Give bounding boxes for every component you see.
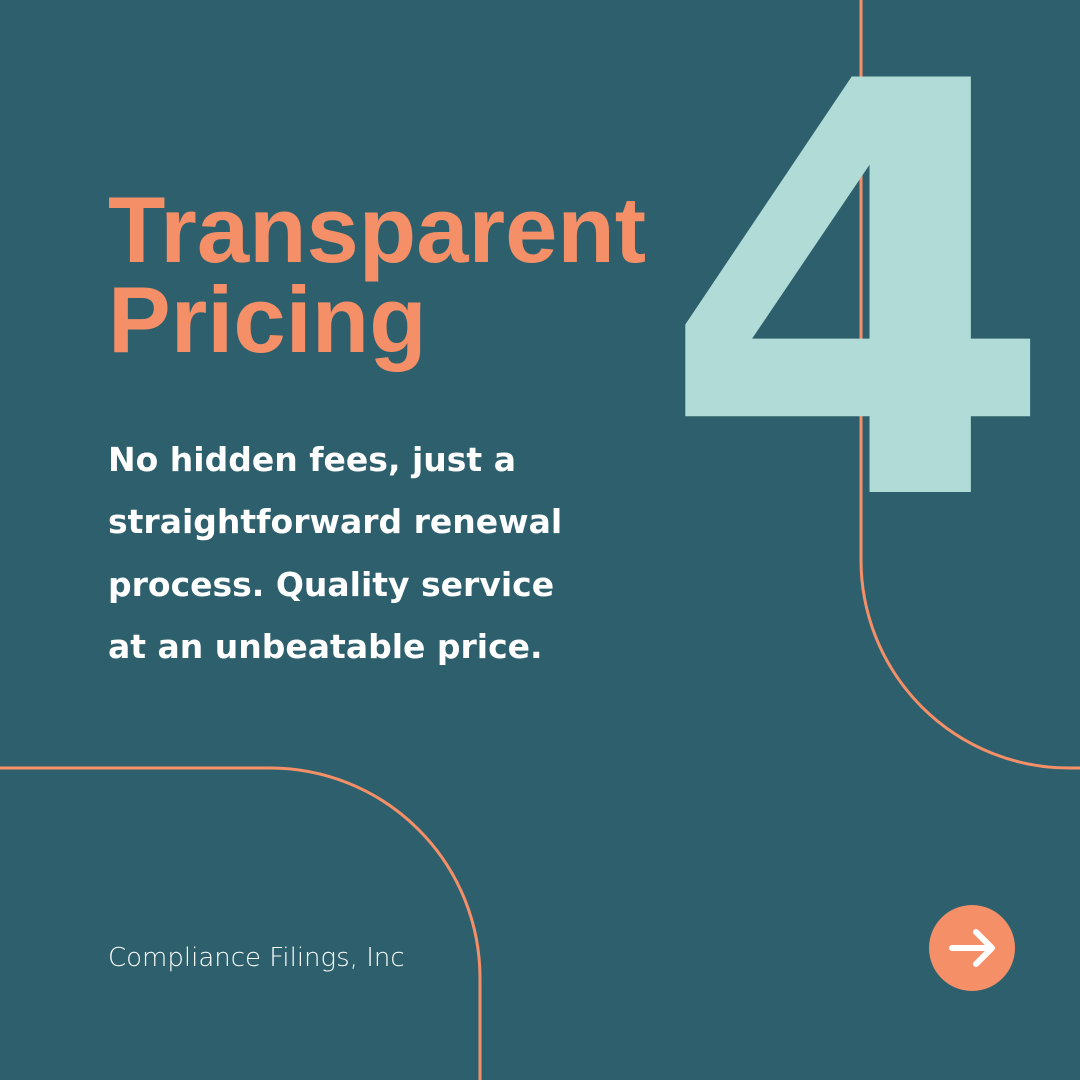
title-line: Transparent bbox=[108, 177, 646, 282]
title-line: Pricing bbox=[108, 267, 427, 372]
body-line: straightforward renewal bbox=[108, 502, 562, 541]
arrow-icon bbox=[949, 929, 995, 967]
body-line: No hidden fees, just a bbox=[108, 440, 516, 479]
decor-line bbox=[859, 0, 1080, 770]
body-line: process. Quality service bbox=[108, 565, 554, 604]
decor-line bbox=[0, 766, 482, 1080]
footer: Compliance Filings, Inc bbox=[108, 943, 405, 973]
big-number: 4 bbox=[660, 0, 1057, 627]
next-button[interactable] bbox=[929, 905, 1015, 991]
body-line: at an unbeatable price. bbox=[108, 627, 543, 666]
